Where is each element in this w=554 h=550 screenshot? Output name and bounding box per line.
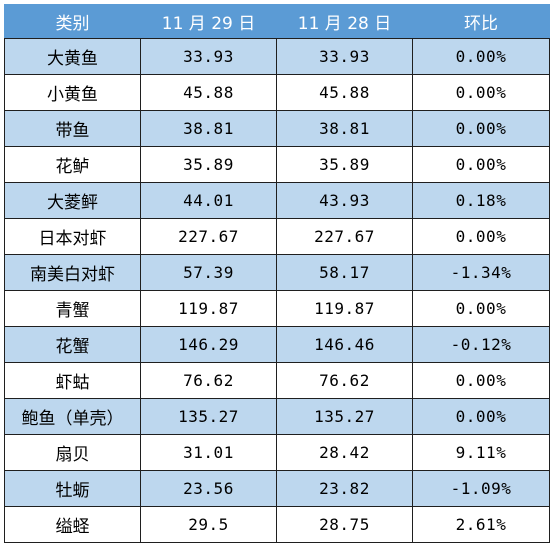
- cell-nov29: 33.93: [140, 38, 277, 75]
- cell-change: 0.00%: [412, 146, 550, 183]
- cell-nov28: 227.67: [276, 218, 413, 255]
- cell-nov29: 29.5: [140, 506, 277, 543]
- cell-category: 虾蛄: [4, 362, 141, 399]
- table-row: 花鲈 35.89 35.89 0.00%: [4, 146, 550, 183]
- cell-change: 2.61%: [412, 506, 550, 543]
- header-nov29: 11 月 29 日: [140, 4, 277, 39]
- table-row: 日本对虾 227.67 227.67 0.00%: [4, 218, 550, 255]
- cell-change: 0.00%: [412, 290, 550, 327]
- cell-change: 0.00%: [412, 110, 550, 147]
- cell-category: 扇贝: [4, 434, 141, 471]
- cell-nov28: 28.42: [276, 434, 413, 471]
- cell-category: 青蟹: [4, 290, 141, 327]
- cell-nov29: 119.87: [140, 290, 277, 327]
- cell-change: 9.11%: [412, 434, 550, 471]
- cell-nov29: 76.62: [140, 362, 277, 399]
- cell-change: 0.00%: [412, 362, 550, 399]
- cell-nov28: 35.89: [276, 146, 413, 183]
- cell-nov29: 146.29: [140, 326, 277, 363]
- cell-nov29: 31.01: [140, 434, 277, 471]
- table-row: 带鱼 38.81 38.81 0.00%: [4, 110, 550, 147]
- table-row: 鲍鱼（单壳） 135.27 135.27 0.00%: [4, 398, 550, 435]
- cell-nov28: 146.46: [276, 326, 413, 363]
- cell-nov29: 38.81: [140, 110, 277, 147]
- cell-nov28: 43.93: [276, 182, 413, 219]
- cell-nov29: 227.67: [140, 218, 277, 255]
- header-category: 类别: [4, 4, 141, 39]
- cell-nov29: 135.27: [140, 398, 277, 435]
- cell-category: 带鱼: [4, 110, 141, 147]
- header-row: 类别 11 月 29 日 11 月 28 日 环比: [4, 4, 550, 39]
- table-row: 牡蛎 23.56 23.82 -1.09%: [4, 470, 550, 507]
- cell-nov28: 33.93: [276, 38, 413, 75]
- cell-category: 花鲈: [4, 146, 141, 183]
- cell-category: 缢蛏: [4, 506, 141, 543]
- cell-category: 花蟹: [4, 326, 141, 363]
- cell-category: 小黄鱼: [4, 74, 141, 111]
- table-row: 虾蛄 76.62 76.62 0.00%: [4, 362, 550, 399]
- cell-nov28: 23.82: [276, 470, 413, 507]
- table-row: 花蟹 146.29 146.46 -0.12%: [4, 326, 550, 363]
- cell-category: 大黄鱼: [4, 38, 141, 75]
- table-row: 大菱鲆 44.01 43.93 0.18%: [4, 182, 550, 219]
- table-body: 大黄鱼 33.93 33.93 0.00% 小黄鱼 45.88 45.88 0.…: [4, 38, 550, 543]
- cell-nov28: 45.88: [276, 74, 413, 111]
- table-row: 青蟹 119.87 119.87 0.00%: [4, 290, 550, 327]
- price-table-container: 类别 11 月 29 日 11 月 28 日 环比 大黄鱼 33.93 33.9…: [4, 4, 550, 543]
- cell-nov28: 119.87: [276, 290, 413, 327]
- cell-nov28: 28.75: [276, 506, 413, 543]
- table-row: 缢蛏 29.5 28.75 2.61%: [4, 506, 550, 543]
- cell-nov28: 38.81: [276, 110, 413, 147]
- cell-change: -1.09%: [412, 470, 550, 507]
- cell-nov28: 76.62: [276, 362, 413, 399]
- cell-nov29: 35.89: [140, 146, 277, 183]
- cell-change: 0.18%: [412, 182, 550, 219]
- cell-change: 0.00%: [412, 74, 550, 111]
- cell-nov28: 135.27: [276, 398, 413, 435]
- table-header: 类别 11 月 29 日 11 月 28 日 环比: [4, 4, 550, 39]
- table-row: 大黄鱼 33.93 33.93 0.00%: [4, 38, 550, 75]
- table-row: 扇贝 31.01 28.42 9.11%: [4, 434, 550, 471]
- cell-change: -1.34%: [412, 254, 550, 291]
- table-row: 小黄鱼 45.88 45.88 0.00%: [4, 74, 550, 111]
- header-change: 环比: [412, 4, 550, 39]
- cell-nov29: 57.39: [140, 254, 277, 291]
- header-nov28: 11 月 28 日: [276, 4, 413, 39]
- cell-change: 0.00%: [412, 398, 550, 435]
- cell-category: 牡蛎: [4, 470, 141, 507]
- cell-nov28: 58.17: [276, 254, 413, 291]
- table-row: 南美白对虾 57.39 58.17 -1.34%: [4, 254, 550, 291]
- cell-change: 0.00%: [412, 218, 550, 255]
- cell-category: 鲍鱼（单壳）: [4, 398, 141, 435]
- price-table: 类别 11 月 29 日 11 月 28 日 环比 大黄鱼 33.93 33.9…: [4, 4, 550, 543]
- cell-nov29: 45.88: [140, 74, 277, 111]
- cell-category: 日本对虾: [4, 218, 141, 255]
- cell-category: 大菱鲆: [4, 182, 141, 219]
- cell-category: 南美白对虾: [4, 254, 141, 291]
- cell-nov29: 23.56: [140, 470, 277, 507]
- cell-change: -0.12%: [412, 326, 550, 363]
- cell-nov29: 44.01: [140, 182, 277, 219]
- cell-change: 0.00%: [412, 38, 550, 75]
